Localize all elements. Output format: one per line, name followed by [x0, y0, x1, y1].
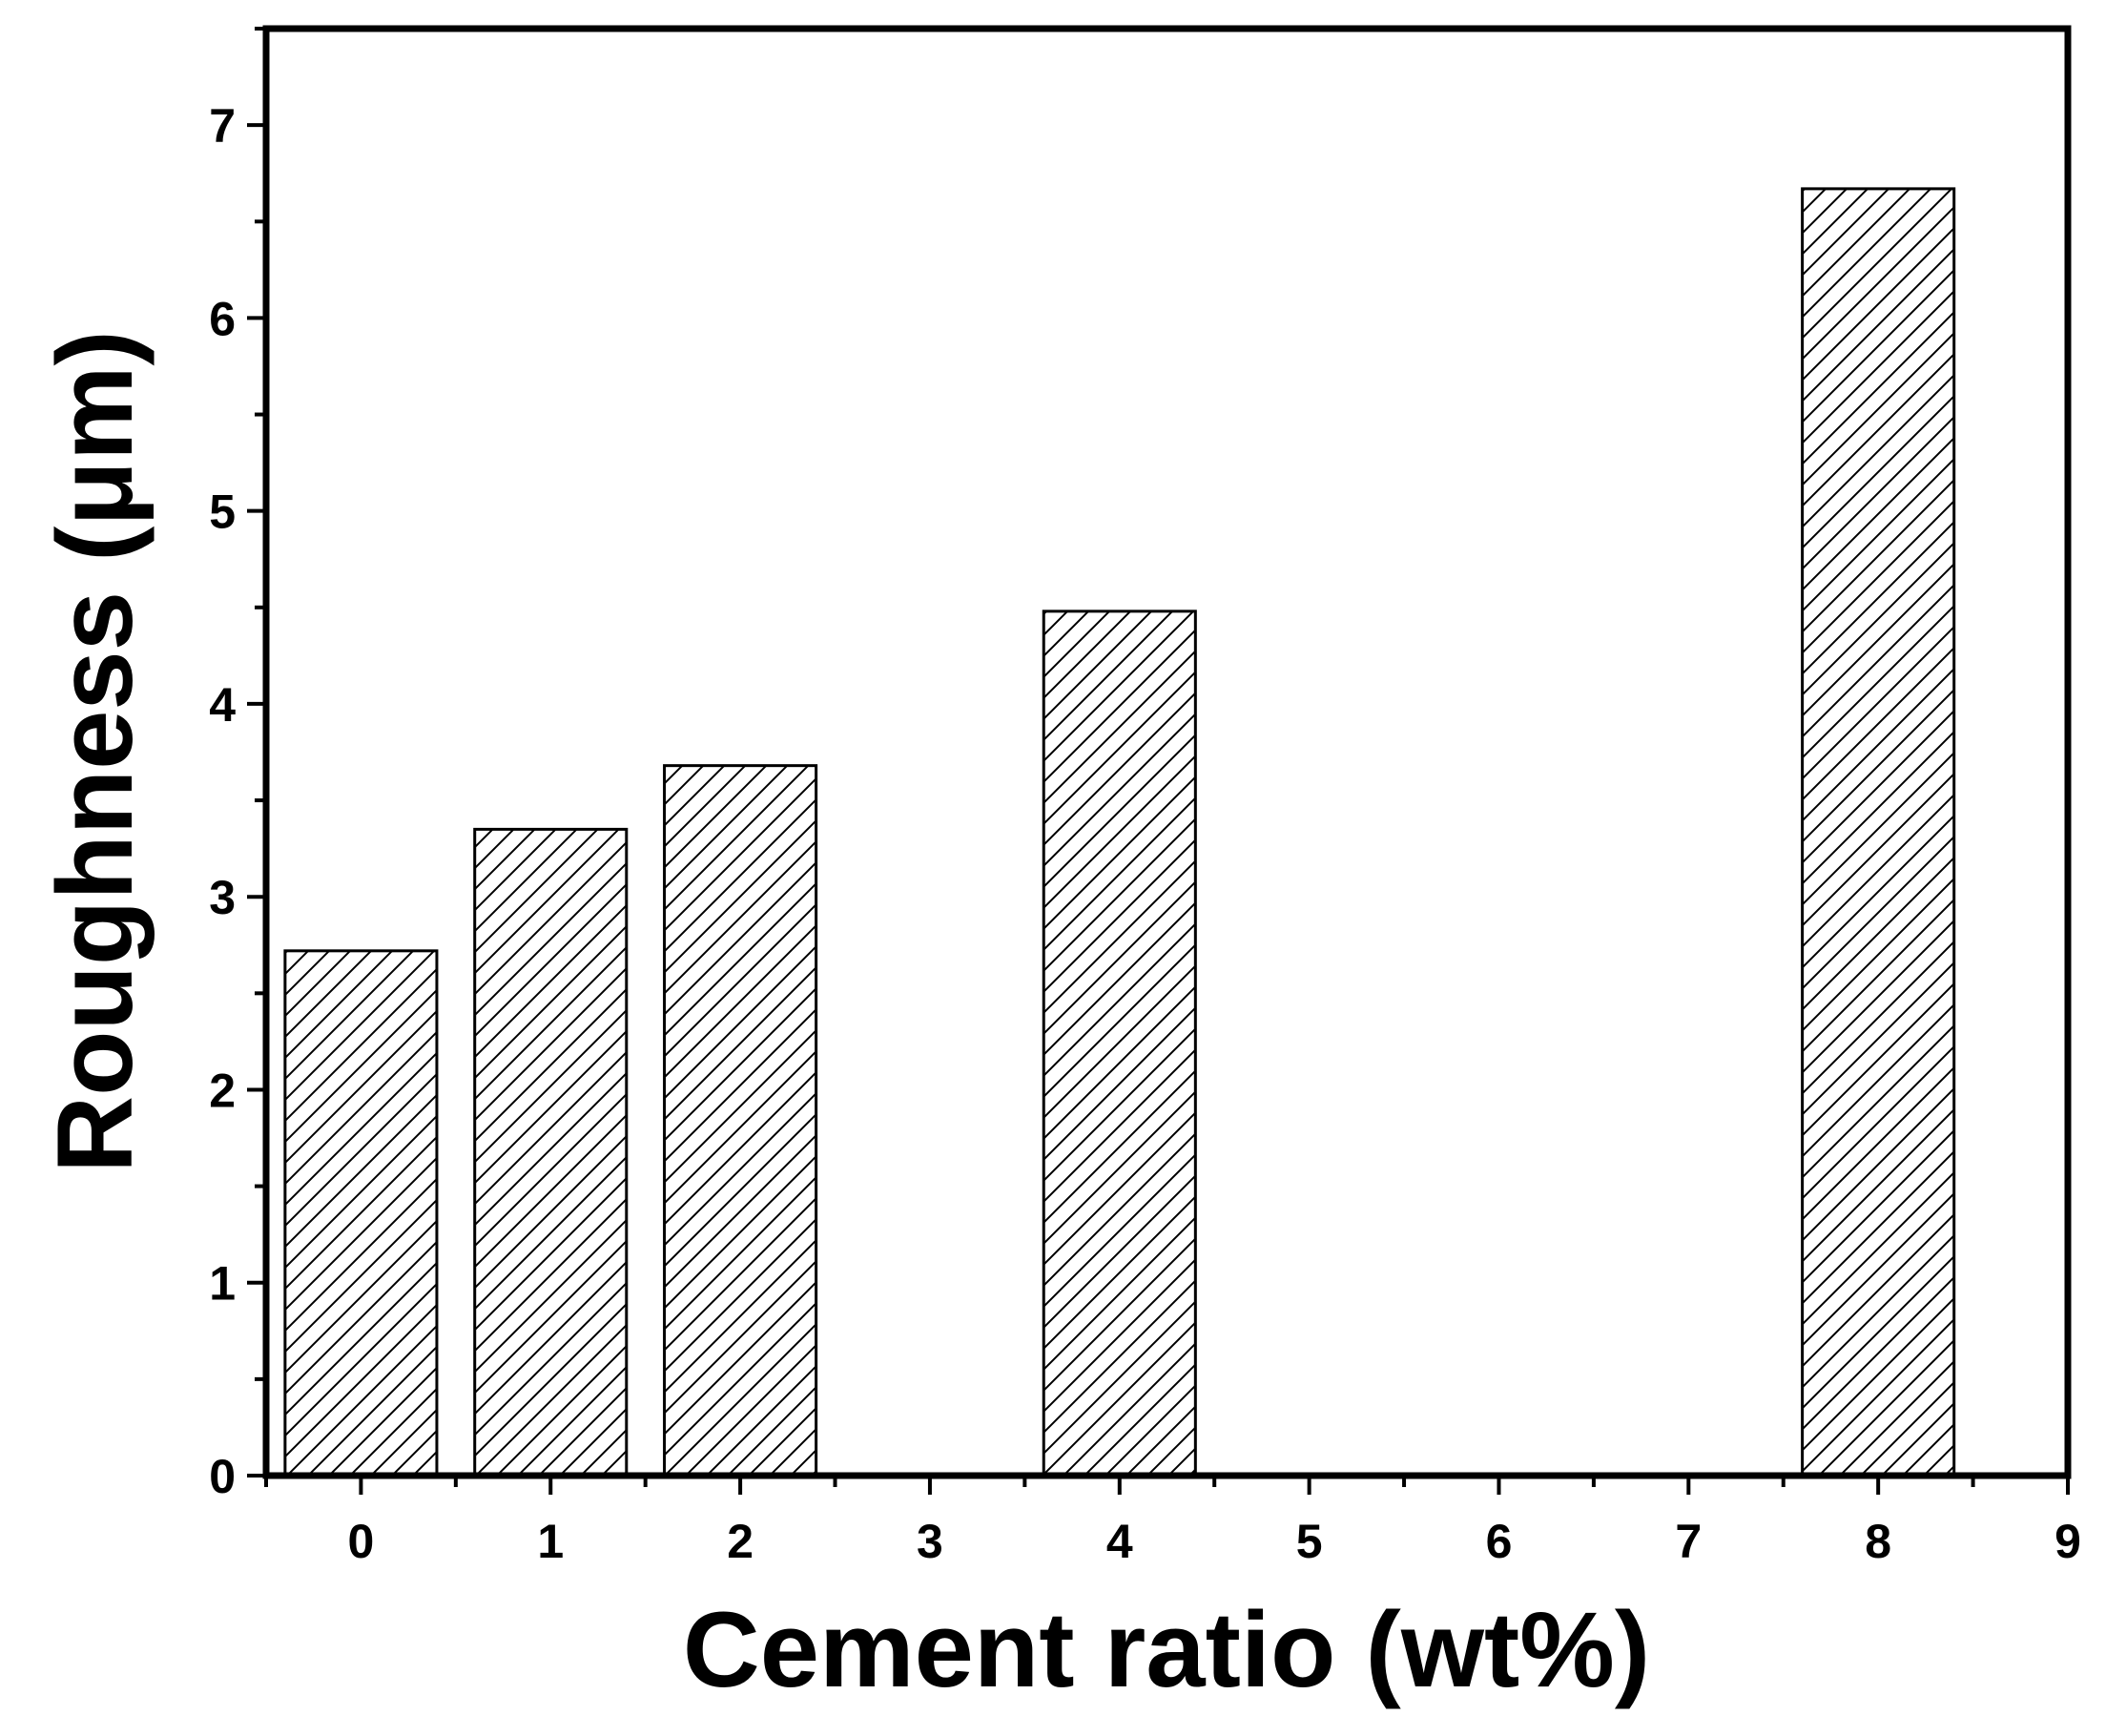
x-tick-label: 4: [1106, 1515, 1133, 1568]
x-tick-label: 1: [537, 1515, 564, 1568]
x-tick-label: 5: [1296, 1515, 1323, 1568]
y-tick-label: 2: [209, 1064, 236, 1117]
x-tick-label: 7: [1675, 1515, 1702, 1568]
x-tick-label: 0: [348, 1515, 375, 1568]
y-axis-title: Roughness (μm): [35, 330, 155, 1173]
y-tick-label: 5: [209, 486, 236, 539]
y-tick-label: 0: [209, 1450, 236, 1503]
y-tick-label: 6: [209, 292, 236, 345]
y-tick-label: 7: [209, 99, 236, 153]
x-tick-label: 8: [1865, 1515, 1891, 1568]
ticks-layer: 0 1 2 3 4 5 6 7 8 9 0 1 2 3 4 5 6 7: [209, 27, 2081, 1568]
bars-layer: [283, 187, 1956, 1478]
y-tick-label: 4: [209, 678, 236, 732]
plot-frame: [262, 25, 2072, 1479]
y-tick-label: 1: [209, 1257, 236, 1311]
x-axis-title: Cement ratio (wt%): [683, 1590, 1650, 1709]
y-tick-label: 3: [209, 871, 236, 924]
bar-1: [473, 827, 629, 1478]
bar-2: [663, 764, 818, 1478]
bar-0: [283, 949, 439, 1478]
x-tick-label: 2: [727, 1515, 754, 1568]
x-tick-label: 3: [917, 1515, 943, 1568]
bar-4: [1042, 610, 1197, 1478]
bar-8: [1801, 187, 1956, 1478]
x-tick-label: 6: [1486, 1515, 1513, 1568]
x-tick-label: 9: [2054, 1515, 2081, 1568]
